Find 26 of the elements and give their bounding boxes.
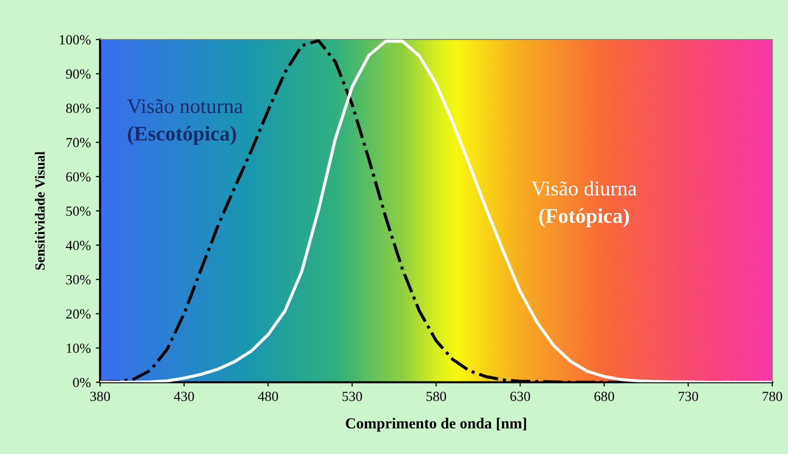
y-tick-label: 30%: [66, 275, 91, 284]
y-tick-label: 20%: [66, 309, 91, 319]
x-axis-title: Comprimento de onda [nm]: [346, 418, 526, 432]
y-tick-label: 10%: [66, 344, 91, 353]
annotation: (Fotópica): [539, 208, 629, 228]
x-tick-label: 730: [678, 392, 698, 402]
y-tick-label: 0%: [73, 378, 91, 388]
y-tick-label: 90%: [66, 69, 91, 79]
y-tick-label: 40%: [66, 240, 91, 250]
y-tick-label: 80%: [66, 104, 91, 114]
y-tick-label: 50%: [66, 206, 91, 216]
annotation: Visão noturna: [127, 99, 243, 114]
x-tick-label: 430: [174, 392, 194, 402]
x-tick-label: 480: [258, 392, 278, 402]
y-tick-label: 70%: [66, 138, 91, 148]
y-tick-label: 100%: [60, 35, 91, 44]
y-tick-label: 60%: [66, 172, 91, 182]
x-tick-label: 380: [90, 392, 110, 402]
x-tick-label: 630: [510, 392, 530, 402]
annotation: (Escotópica): [128, 126, 236, 145]
x-tick-label: 680: [594, 392, 614, 402]
x-tick-label: 780: [762, 392, 782, 402]
y-axis-title: Sensitividade Visual: [34, 151, 45, 270]
x-tick-label: 580: [426, 392, 446, 402]
x-tick-label: 530: [342, 392, 362, 402]
annotation: Visão diurna: [531, 180, 637, 196]
